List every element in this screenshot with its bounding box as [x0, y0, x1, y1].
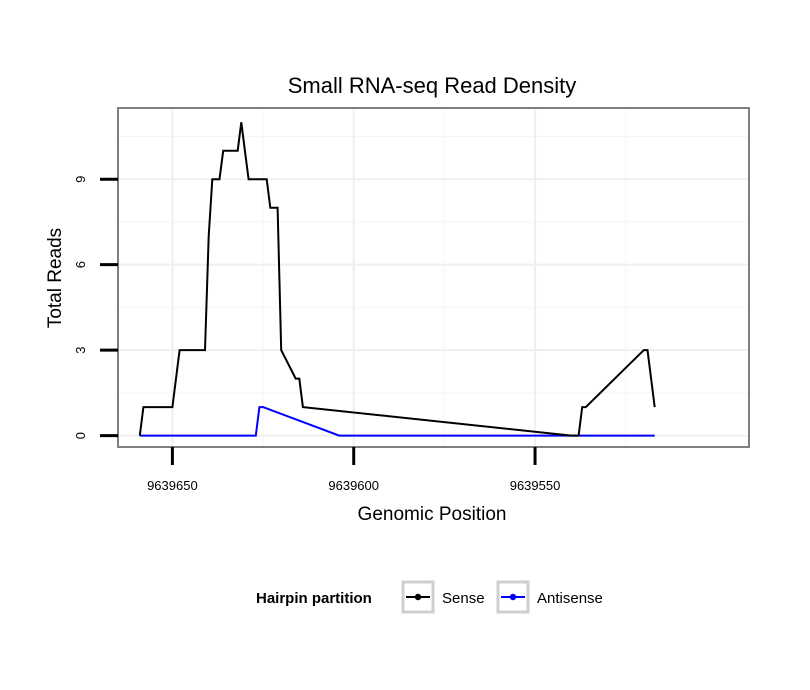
legend-dot-antisense [509, 593, 517, 601]
x-tick-label: 9639650 [147, 478, 198, 493]
x-axis-label: Genomic Position [358, 504, 507, 525]
x-tick-label: 9639550 [510, 478, 561, 493]
y-axis-label: Total Reads [45, 228, 66, 328]
y-tick-label: 3 [73, 347, 88, 354]
x-axis: 9639650 9639600 9639550 [147, 447, 560, 493]
plot-panel [118, 108, 749, 447]
y-tick-label: 6 [73, 261, 88, 268]
x-tick-label: 9639600 [328, 478, 379, 493]
chart-title: Small RNA-seq Read Density [288, 73, 577, 98]
series-line-sense [138, 122, 656, 437]
plot-border [117, 107, 750, 448]
legend-title: Hairpin partition [256, 590, 372, 607]
legend: Hairpin partition Sense Antisense [256, 580, 603, 614]
legend-label-sense: Sense [442, 590, 485, 607]
legend-dot-sense [414, 593, 422, 601]
legend-label-antisense: Antisense [537, 590, 603, 607]
y-axis: 0 3 6 9 [73, 176, 118, 439]
series-layer [138, 122, 656, 437]
y-tick-label: 9 [73, 176, 88, 183]
y-tick-label: 0 [73, 432, 88, 439]
